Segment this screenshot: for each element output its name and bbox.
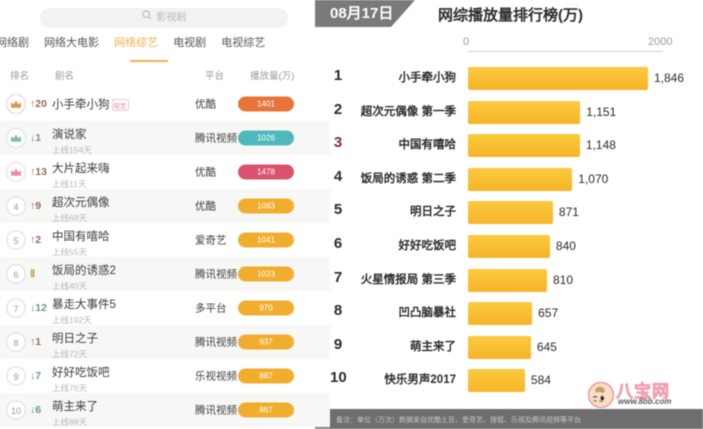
svg-text:6: 6 (13, 270, 18, 280)
svg-text:9: 9 (13, 372, 18, 382)
svg-text:8: 8 (13, 338, 18, 348)
svg-text:5: 5 (13, 236, 18, 246)
svg-text:10: 10 (11, 406, 21, 416)
svg-text:7: 7 (13, 304, 18, 314)
svg-text:4: 4 (13, 202, 18, 212)
